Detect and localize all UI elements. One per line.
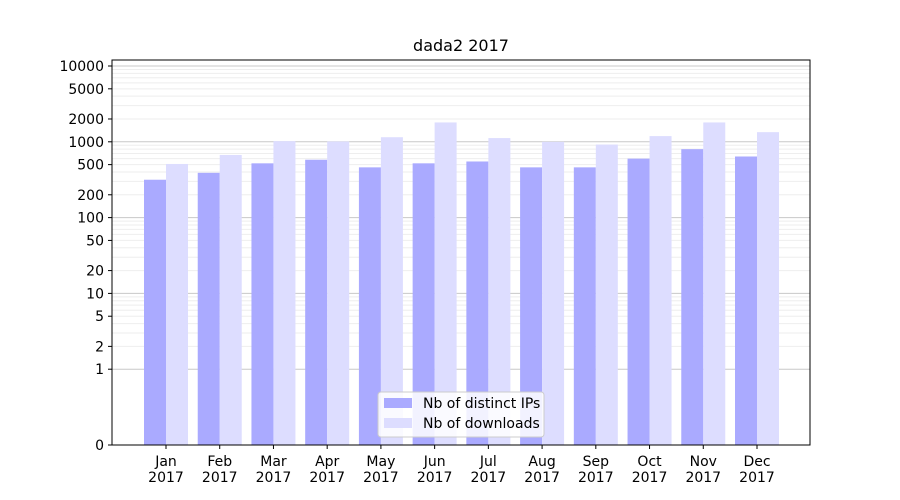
bar-downloads xyxy=(219,154,242,446)
plot-frame xyxy=(111,59,811,446)
bar-distinct-ips xyxy=(520,167,543,446)
y-tick-label: 1000 xyxy=(68,135,104,151)
y-tick-label: 200 xyxy=(77,188,104,204)
y-tick-label: 50 xyxy=(86,233,104,249)
legend-swatch xyxy=(384,398,412,408)
x-tick-label-month: Sep xyxy=(583,454,610,470)
x-tick-label-month: Mar xyxy=(260,454,287,470)
x-tick-label-month: Dec xyxy=(743,454,770,470)
x-tick-label-year: 2017 xyxy=(578,470,614,486)
chart-title: dada2 2017 xyxy=(413,36,509,55)
y-tick-label: 1 xyxy=(95,362,104,378)
bar-downloads xyxy=(380,137,403,445)
bar-distinct-ips xyxy=(144,179,166,446)
bar-downloads xyxy=(595,144,618,446)
bar-distinct-ips xyxy=(735,156,757,446)
x-tick-label-year: 2017 xyxy=(148,470,184,486)
bar-distinct-ips xyxy=(251,163,274,445)
x-axis: Jan2017Feb2017Mar2017Apr2017May2017Jun20… xyxy=(148,445,775,486)
x-tick-label-month: Jan xyxy=(154,454,177,470)
x-tick-label-month: Jul xyxy=(479,454,497,470)
legend: Nb of distinct IPs Nb of downloads xyxy=(377,391,545,438)
y-tick-label: 5000 xyxy=(68,82,104,98)
x-tick-label-year: 2017 xyxy=(632,470,668,486)
x-tick-label-year: 2017 xyxy=(524,470,560,486)
y-tick-label: 100 xyxy=(77,211,104,227)
x-tick-label-year: 2017 xyxy=(256,470,292,486)
bar-downloads xyxy=(273,141,296,445)
x-tick-label-year: 2017 xyxy=(417,470,453,486)
x-tick-label-year: 2017 xyxy=(309,470,345,486)
x-tick-label-year: 2017 xyxy=(739,470,775,486)
x-tick-label-month: Aug xyxy=(528,454,555,470)
y-tick-label: 5 xyxy=(95,309,104,325)
bar-downloads xyxy=(327,141,350,445)
x-tick-label-month: Nov xyxy=(690,454,717,470)
bar-distinct-ips xyxy=(358,167,381,446)
y-axis: 0 1 2 5 10 20 50 100 200 500 1000 2000 5000 10000 xyxy=(59,59,112,454)
bar-downloads xyxy=(488,138,511,445)
bar-downloads xyxy=(434,122,457,445)
bar-distinct-ips xyxy=(412,163,435,445)
bar-downloads xyxy=(166,163,188,445)
x-tick-label-year: 2017 xyxy=(685,470,721,486)
y-tick-label: 0 xyxy=(95,438,104,454)
bar-downloads xyxy=(703,122,726,445)
x-tick-label-month: Apr xyxy=(315,454,339,470)
legend-label: Nb of downloads xyxy=(423,416,540,432)
x-tick-label-month: Jun xyxy=(423,454,446,470)
x-tick-label-year: 2017 xyxy=(202,470,238,486)
x-tick-label-year: 2017 xyxy=(471,470,507,486)
legend-box xyxy=(377,391,545,438)
bar-downloads xyxy=(649,136,672,445)
y-tick-label: 20 xyxy=(86,264,104,280)
bar-distinct-ips xyxy=(627,158,650,445)
bar-distinct-ips xyxy=(466,161,489,446)
x-tick-label-month: Feb xyxy=(207,454,232,470)
legend-swatch xyxy=(384,418,412,428)
bar-distinct-ips xyxy=(681,149,704,445)
bar-distinct-ips xyxy=(573,167,596,446)
legend-label: Nb of distinct IPs xyxy=(423,396,540,412)
bar-distinct-ips xyxy=(197,172,220,446)
bar-downloads xyxy=(757,132,779,446)
bars-layer xyxy=(144,122,779,446)
x-tick-label-month: May xyxy=(366,454,395,470)
y-tick-label: 10 xyxy=(86,286,104,302)
bar-distinct-ips xyxy=(305,159,328,446)
x-tick-label-year: 2017 xyxy=(363,470,399,486)
y-tick-label: 2000 xyxy=(68,112,104,128)
x-tick-label-month: Oct xyxy=(637,454,662,470)
bar-downloads xyxy=(542,141,565,446)
y-tick-label: 10000 xyxy=(59,59,104,75)
y-tick-label: 2 xyxy=(95,339,104,355)
y-tick-label: 500 xyxy=(77,158,104,174)
